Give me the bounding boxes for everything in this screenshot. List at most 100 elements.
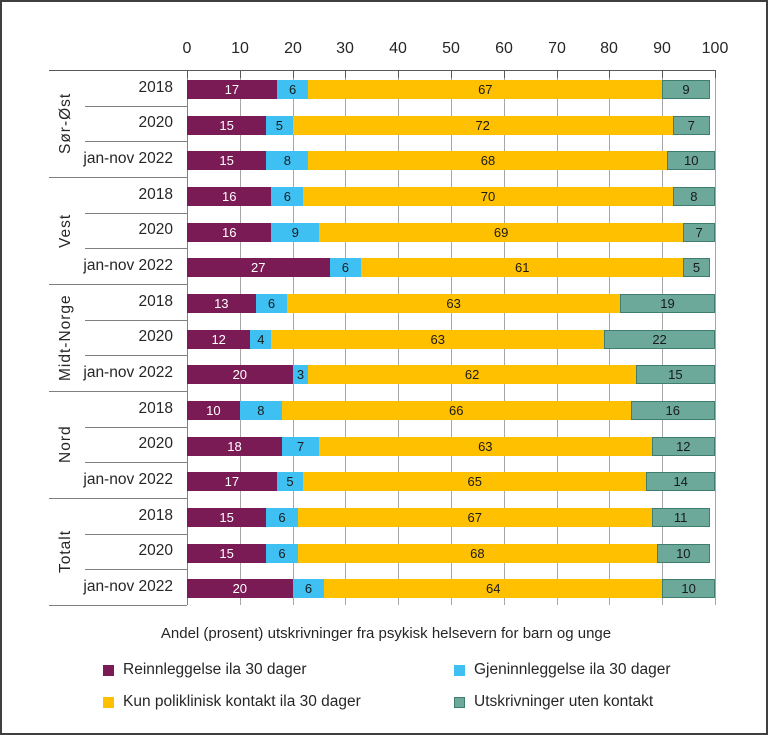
x-axis-tickmark: [557, 70, 558, 78]
segment-value-label: 5: [286, 474, 294, 490]
segment-value-label: 63: [478, 438, 493, 454]
bar-segment-series-2: 61: [361, 258, 684, 278]
bar-row-Sør-Øst-2020: 15 5 72 7: [187, 115, 715, 135]
year-separator-line: [85, 355, 187, 356]
bar-segment-series-2: 66: [282, 401, 631, 420]
year-separator-line: [85, 213, 187, 214]
bar-segment-series-1: 6: [266, 543, 298, 563]
x-axis-tick-label: 80: [600, 40, 618, 57]
segment-value-label: 9: [291, 224, 299, 240]
segment-value-label: 67: [478, 82, 493, 97]
year-label: jan-nov 2022: [83, 471, 173, 489]
segment-value-label: 11: [673, 510, 688, 525]
x-axis-tickmark: [662, 70, 663, 78]
bar-segment-series-1: 4: [250, 329, 272, 349]
bar-segment-series-1: 6: [271, 187, 304, 206]
year-label: 2018: [138, 78, 173, 96]
legend-item-poliklinisk: Kun poliklinisk kontakt ila 30 dager: [103, 692, 361, 712]
bar-row-Totalt-2020: 15 6 68 10: [187, 543, 715, 563]
year-label: 2018: [138, 292, 173, 310]
bar-segment-series-0: 17: [187, 80, 277, 99]
x-axis-tick-label: 30: [336, 40, 354, 57]
segment-value-label: 8: [257, 403, 265, 418]
year-label: 2020: [138, 221, 173, 239]
bar-segment-series-3: 15: [635, 365, 715, 385]
legend-item-reinnleggelse: Reinnleggelse ila 30 dager: [103, 660, 307, 680]
segment-value-label: 70: [480, 189, 496, 204]
bar-segment-series-1: 3: [292, 365, 309, 385]
legend-label: Kun poliklinisk kontakt ila 30 dager: [123, 693, 361, 710]
bar-segment-series-3: 14: [646, 472, 715, 492]
bar-row-Nord-jan-nov 2022: 17 5 65 14: [187, 472, 715, 492]
x-axis-tickmark: [609, 70, 610, 78]
bar-segment-series-3: 10: [662, 579, 715, 599]
segment-value-label: 72: [475, 117, 490, 133]
segment-value-label: 6: [288, 82, 297, 97]
year-separator-line: [85, 569, 187, 570]
segment-value-label: 12: [676, 438, 691, 454]
segment-value-label: 6: [304, 581, 313, 597]
segment-value-label: 17: [224, 474, 240, 490]
bar-row-Nord-2018: 10 8 66 16: [187, 401, 715, 420]
group-separator-line: [49, 498, 187, 499]
bar-row-Vest-jan-nov 2022: 27 6 61 5: [187, 258, 715, 278]
legend-item-gjeninnleggelse: Gjeninnleggelse ila 30 dager: [454, 660, 670, 680]
bar-segment-series-1: 5: [266, 115, 293, 135]
x-axis-tick-label: 70: [548, 40, 566, 57]
legend-label: Gjeninnleggelse ila 30 dager: [474, 661, 671, 678]
bar-segment-series-0: 17: [187, 472, 277, 492]
legend-item-uten-kontakt: Utskrivninger uten kontakt: [454, 692, 653, 712]
bar-segment-series-0: 18: [187, 436, 283, 456]
x-axis-tick-label: 100: [701, 40, 729, 57]
bar-segment-series-2: 69: [319, 222, 684, 242]
bar-segment-series-2: 65: [303, 472, 647, 492]
bar-segment-series-3: 19: [619, 294, 715, 313]
segment-value-label: 13: [214, 296, 229, 311]
segment-value-label: 5: [275, 117, 283, 133]
bar-segment-series-3: 8: [672, 187, 715, 206]
x-axis-tick-label: 0: [182, 40, 192, 57]
bar-segment-series-2: 63: [319, 436, 652, 456]
segment-value-label: 20: [232, 581, 248, 597]
bar-segment-series-0: 15: [187, 508, 267, 527]
segment-value-label: 67: [467, 510, 482, 525]
bar-segment-series-2: 67: [308, 80, 663, 99]
bar-row-Midt-Norge-jan-nov 2022: 20 3 62 15: [187, 365, 715, 385]
bar-segment-series-1: 6: [329, 258, 362, 278]
year-label: 2020: [138, 114, 173, 132]
segment-value-label: 66: [449, 403, 464, 418]
x-axis-tick-label: 20: [284, 40, 302, 57]
bar-segment-series-0: 13: [187, 294, 256, 313]
segment-value-label: 63: [430, 331, 446, 347]
bar-segment-series-1: 6: [266, 508, 298, 527]
group-separator-line: [49, 605, 187, 606]
segment-value-label: 61: [515, 260, 530, 276]
bar-segment-series-1: 7: [282, 436, 319, 456]
year-label: jan-nov 2022: [83, 257, 173, 275]
segment-value-label: 68: [480, 153, 496, 169]
bar-segment-series-1: 6: [292, 579, 325, 599]
bar-segment-series-3: 7: [672, 115, 710, 135]
year-label: jan-nov 2022: [83, 364, 173, 382]
segment-value-label: 7: [695, 224, 703, 240]
year-label: jan-nov 2022: [83, 150, 173, 168]
segment-value-label: 6: [278, 510, 286, 525]
segment-value-label: 17: [224, 82, 240, 97]
segment-value-label: 10: [683, 153, 699, 169]
chart-caption: Andel (prosent) utskrivninger fra psykis…: [160, 625, 612, 642]
bar-segment-series-0: 12: [187, 329, 251, 349]
bar-row-Sør-Øst-2018: 17 6 67 9: [187, 80, 715, 99]
year-separator-line: [85, 534, 187, 535]
segment-value-label: 27: [251, 260, 266, 276]
segment-value-label: 65: [467, 474, 482, 490]
segment-value-label: 4: [257, 331, 265, 347]
segment-value-label: 64: [485, 581, 501, 597]
bar-row-Vest-2018: 16 6 70 8: [187, 187, 715, 206]
x-axis-tickmark: [345, 70, 346, 78]
bar-segment-series-2: 64: [324, 579, 663, 599]
year-label: 2020: [138, 542, 173, 560]
year-separator-line: [85, 106, 187, 107]
legend-swatch-gjeninnleggelse: [454, 664, 465, 676]
segment-value-label: 10: [206, 403, 221, 418]
